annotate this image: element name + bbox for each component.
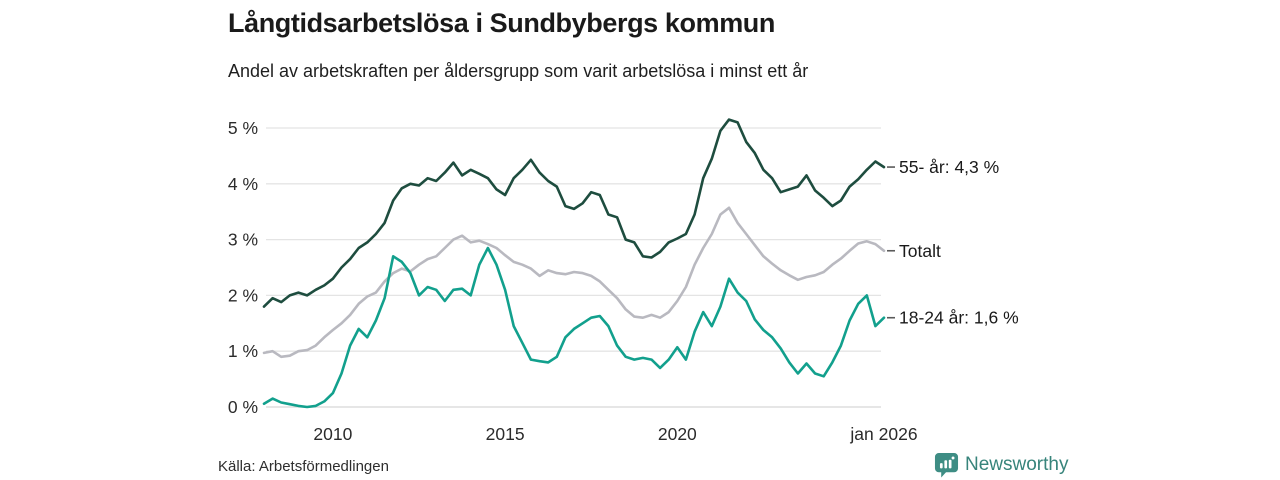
series-line-18-24-r <box>262 246 886 409</box>
series-line-55-r <box>262 118 886 308</box>
source-note: Källa: Arbetsförmedlingen <box>218 458 389 475</box>
y-tick-label-3pct: 3 % <box>228 230 258 250</box>
y-tick-label-1pct: 1 % <box>228 341 258 361</box>
y-tick-label-4pct: 4 % <box>228 174 258 194</box>
x-tick-label-2020: 2020 <box>658 424 697 444</box>
newsworthy-wordmark: Newsworthy <box>965 454 1069 475</box>
y-tick-label-5pct: 5 % <box>228 118 258 138</box>
x-tick-label-jan-2026: jan 2026 <box>849 424 917 444</box>
y-tick-label-0pct: 0 % <box>228 397 258 417</box>
y-tick-label-2pct: 2 % <box>228 285 258 305</box>
series-end-label-18-24-r: 18-24 år: 1,6 % <box>899 308 1019 328</box>
x-tick-label-2010: 2010 <box>313 424 352 444</box>
page-title: Långtidsarbetslösa i Sundbybergs kommun <box>228 8 775 38</box>
series-end-label-55-r: 55- år: 4,3 % <box>899 157 999 177</box>
series-line-Totalt <box>262 206 886 359</box>
newsworthy-brand: Newsworthy <box>934 452 1068 478</box>
chart-subtitle: Andel av arbetskraften per åldersgrupp s… <box>228 61 809 81</box>
x-tick-label-2015: 2015 <box>486 424 525 444</box>
series-end-label-Totalt: Totalt <box>899 241 941 261</box>
newsworthy-logo-icon <box>934 452 959 478</box>
